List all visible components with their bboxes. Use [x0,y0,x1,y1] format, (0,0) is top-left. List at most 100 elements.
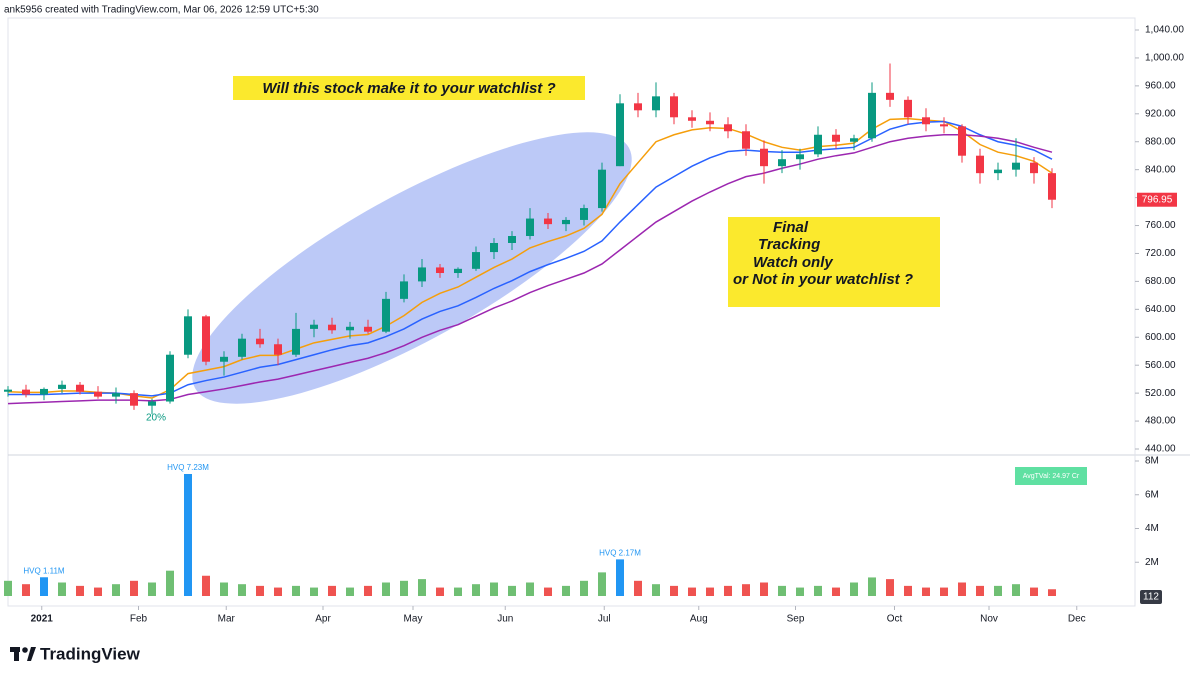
x-tick-label: Feb [130,614,148,625]
volume-bar [598,572,606,596]
x-tick-label: Nov [980,614,998,625]
volume-bar [742,584,750,596]
candle-body [274,344,282,355]
candle-body [778,159,786,167]
note-line: Tracking [758,236,820,253]
countdown-box [1140,590,1162,604]
highlight-ellipse [192,132,632,404]
volume-bar [112,584,120,596]
candle-body [310,324,318,329]
volume-bar [130,580,138,596]
volume-bar [490,582,498,596]
volume-bar [940,587,948,596]
y-tick-label: 960.00 [1145,81,1176,92]
volume-bar [958,582,966,596]
moving-average [8,120,1053,397]
candle-body [796,154,804,160]
volume-tick-label: 6M [1145,489,1159,500]
candle-body [742,131,750,149]
candle-body [832,134,840,142]
candle-body [958,126,966,156]
candle-body [526,218,534,237]
volume-bar [616,559,624,596]
candle-body [472,252,480,269]
x-tick-label: Oct [887,614,903,625]
candle-body [58,384,66,389]
y-tick-label: 1,040.00 [1145,25,1184,36]
candle-body [22,389,30,395]
volume-bar [580,580,588,596]
volume-bar [238,584,246,596]
y-tick-label: 520.00 [1145,388,1176,399]
candle-body [1030,162,1038,174]
volume-bar [94,587,102,596]
candle-body [76,384,84,392]
candle-body [670,96,678,118]
candle-body [454,268,462,274]
logo [10,647,36,661]
volume-bar [400,580,408,596]
candle-body [292,328,300,355]
volume-bar [724,585,732,596]
countdown: 112 [1143,592,1159,603]
candle-body [652,96,660,111]
volume-label: HVQ 2.17M [599,548,641,557]
header: ank5956 created with TradingView.com, Ma… [4,5,319,16]
y-tick-label: 760.00 [1145,220,1176,231]
volume-label: HVQ 1.11M [23,566,65,575]
volume-bar [454,587,462,596]
x-tick-label: Apr [315,614,331,625]
volume-bar [274,587,282,596]
volume-bar [670,585,678,596]
volume-bar [760,582,768,596]
y-tick-label: 920.00 [1145,108,1176,119]
last-price-box [1137,192,1177,207]
candle-body [130,393,138,406]
candle-body [634,103,642,111]
candle-body [562,219,570,225]
candle-body [760,148,768,167]
x-tick-label: Jun [497,614,513,625]
candle-body [436,267,444,274]
candle-body [112,393,120,397]
x-tick-label: Sep [787,614,805,625]
volume-bar [184,473,192,596]
volume-bar [166,570,174,596]
volume-bar [292,585,300,596]
volume-bar [346,587,354,596]
volume-bar [850,582,858,596]
candle-body [886,92,894,100]
note-line: Watch only [753,254,833,271]
volume-bar [220,582,228,596]
candle-body [4,389,12,392]
candle-body [976,155,984,174]
annotation-box [233,76,585,100]
volume-tick-label: 4M [1145,523,1159,534]
candle-body [994,169,1002,174]
note-box [728,217,940,307]
candle-body [940,124,948,127]
y-tick-label: 480.00 [1145,416,1176,427]
candle-body [238,338,246,357]
annotation: Will this stock make it to your watchlis… [262,80,555,97]
candle-body [508,236,516,243]
volume-bar [778,585,786,596]
volume-bar [832,587,840,596]
candle-body [166,354,174,402]
candle-body [688,117,696,121]
volume-bar [544,587,552,596]
candle-body [598,169,606,209]
volume-bar [796,587,804,596]
moving-average [7,134,1053,405]
volume-bar [328,585,336,596]
candle-body [850,138,858,142]
candle-body [328,324,336,331]
candle-body [418,267,426,282]
volume-bar [22,584,30,596]
volume-bar [310,587,318,596]
volume-bar [58,582,66,596]
note-line: Final [773,219,809,236]
candle-body [580,208,588,220]
note-line: or Not in your watchlist ? [733,271,913,288]
